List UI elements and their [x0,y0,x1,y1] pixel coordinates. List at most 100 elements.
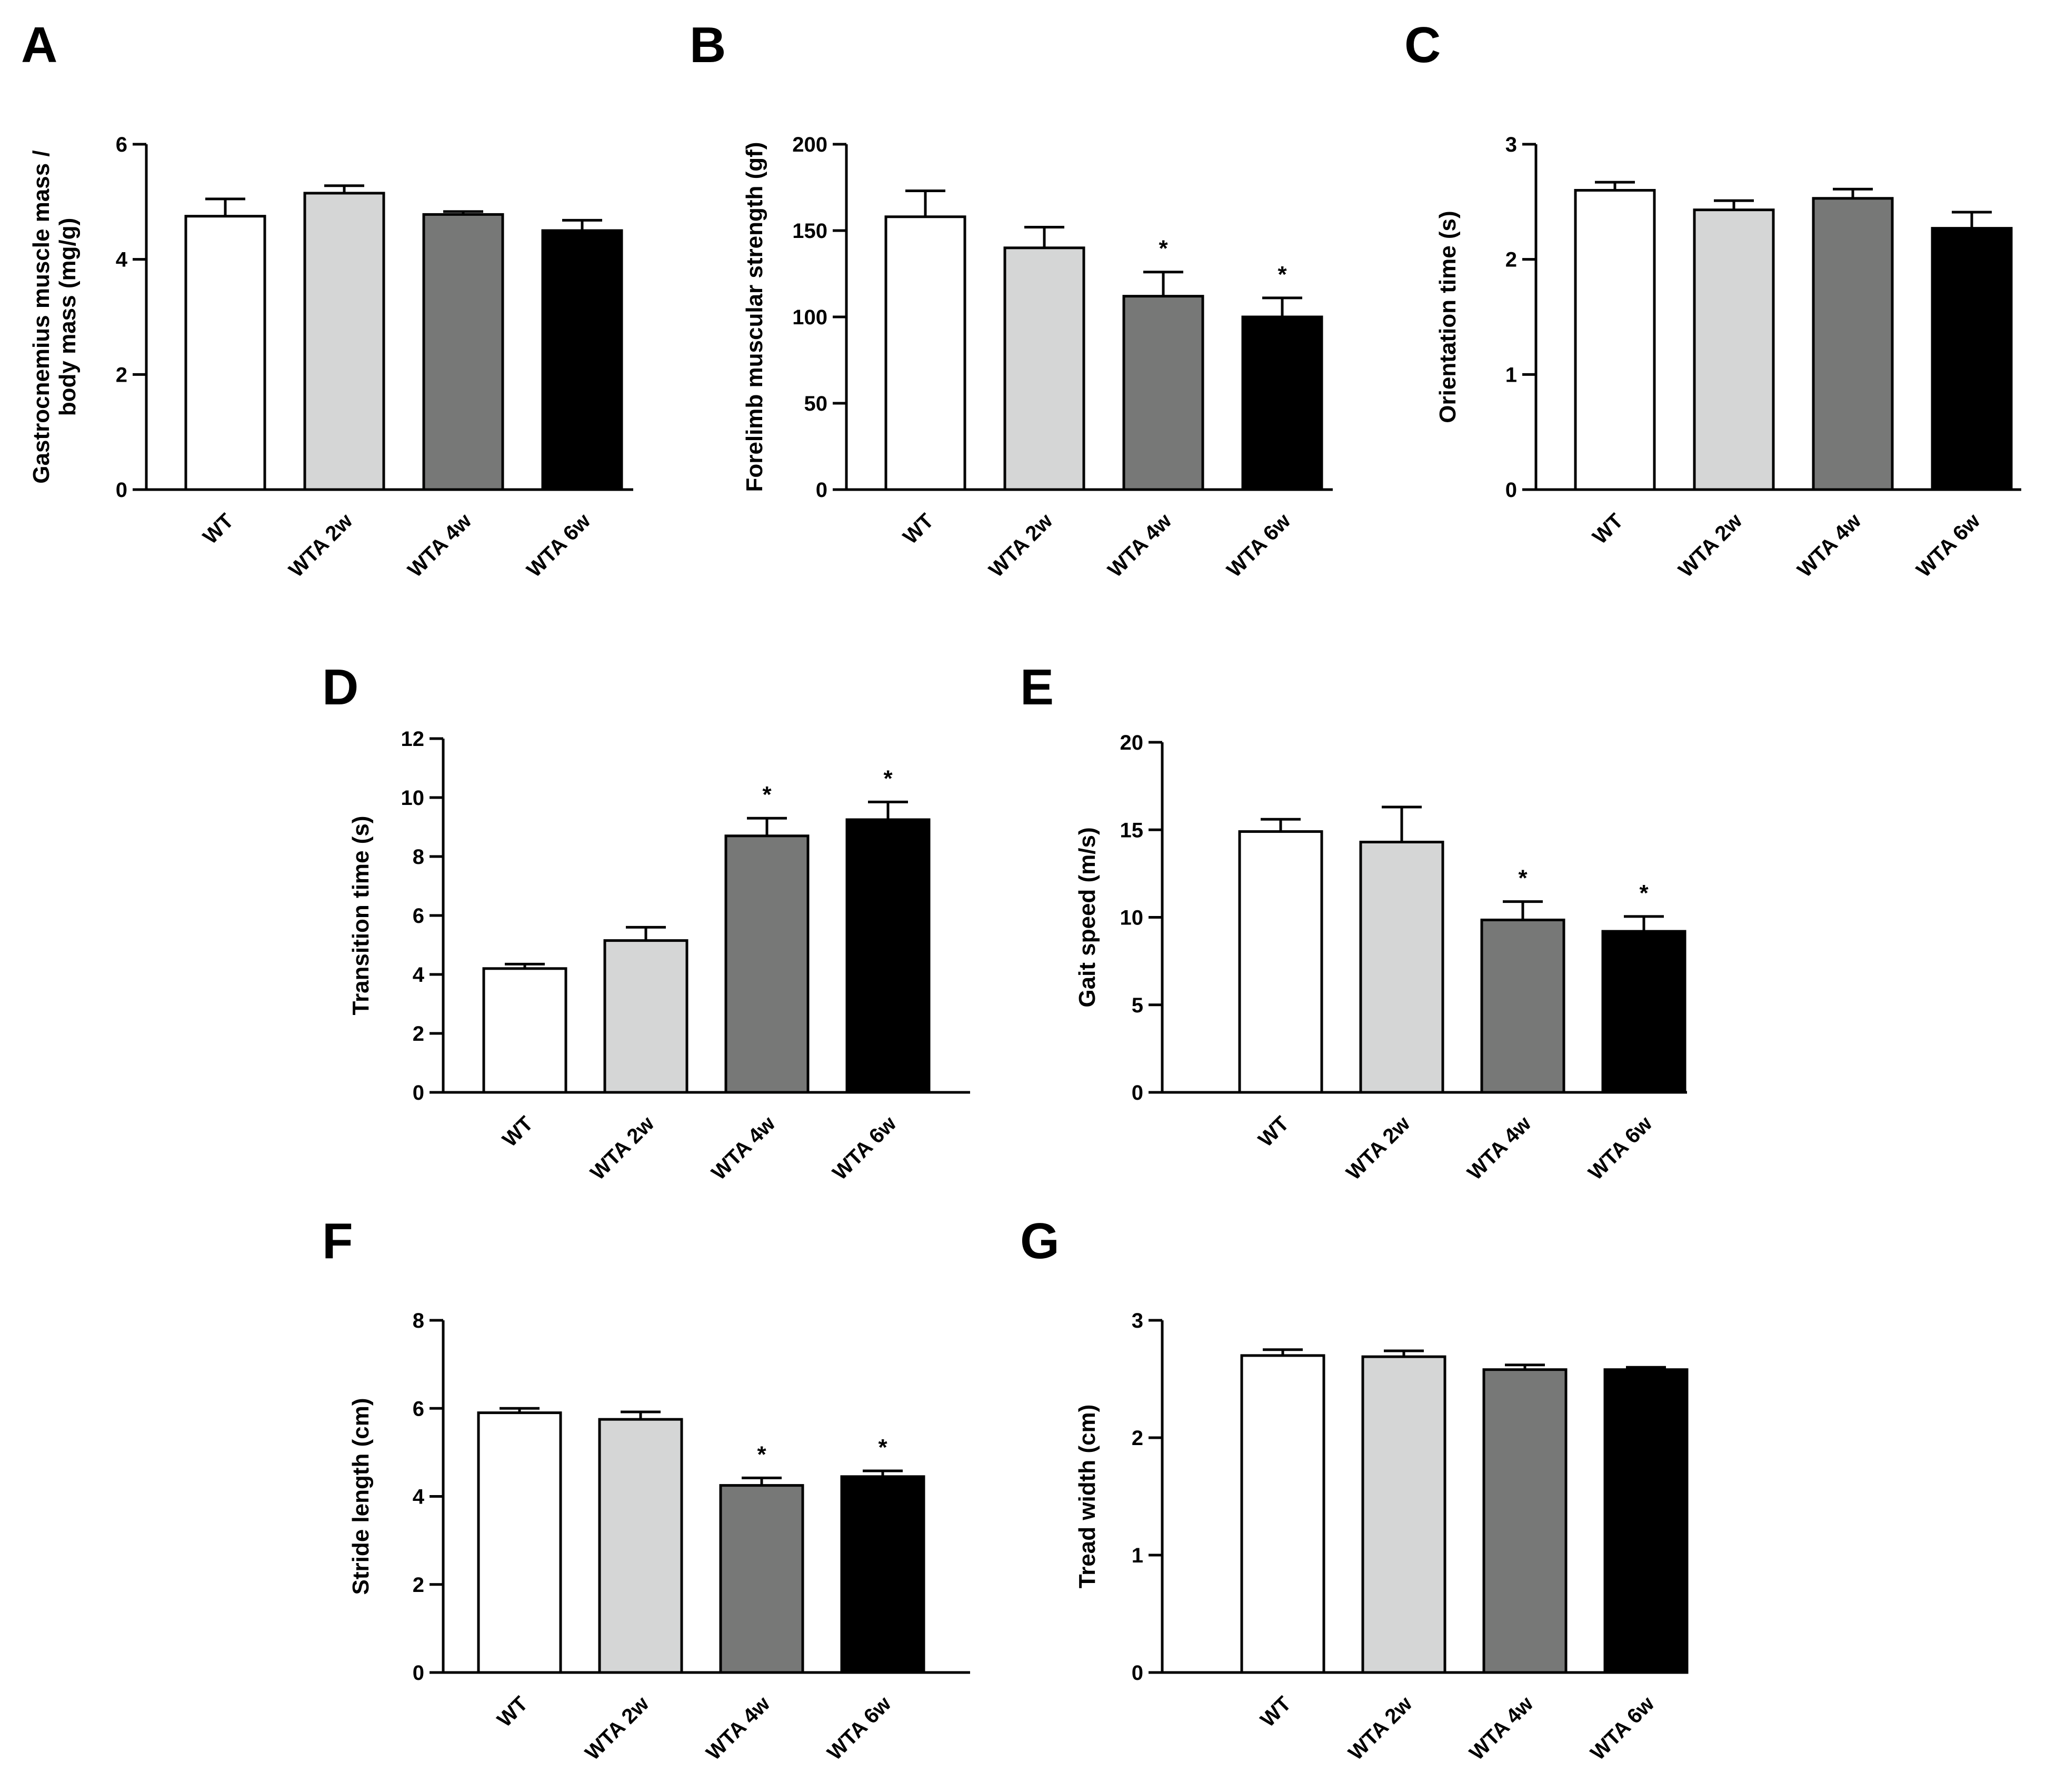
x-tick-label-d: WT [498,1112,537,1151]
bar-f-wta-2w [598,1418,683,1674]
bar-e-wta-6w [1601,930,1686,1094]
x-tick-label-f: WTA 6w [823,1692,896,1765]
panel-g: G 0 1 2 3 Tread width (cm) WT WTA 2w WTA 4w WTA 6… [1020,1213,1689,1765]
y-tick-label-a: 0 [116,479,127,502]
y-tick-label-c: 3 [1505,133,1517,156]
x-tick-label-b: WTA 4w [1103,509,1176,582]
panel-letter-e: E [1020,659,1054,715]
bar-d-wta-4w [724,834,810,1094]
y-tick-label-d: 8 [413,845,424,869]
y-tick-label-c: 1 [1505,363,1517,386]
bar-g-wta-6w [1603,1368,1689,1674]
y-tick-label-g: 3 [1132,1309,1143,1332]
y-tick-label-b: 0 [816,479,827,502]
x-tick-label-e: WTA 6w [1584,1112,1657,1185]
y-tick-label-e: 5 [1132,994,1143,1017]
y-tick-label-b: 50 [804,392,828,415]
y-axis-title-g: Tread width (cm) [1074,1405,1100,1589]
y-axis-title-b: Forelimb muscular strength (gf) [742,142,767,492]
y-tick-label-f: 4 [413,1486,425,1509]
panel-letter-d: D [322,659,358,715]
bar-b-wta-6w [1241,315,1323,491]
significance-mark-f: * [878,1435,887,1460]
y-tick-label-g: 0 [1132,1661,1143,1685]
bar-c-wt [1574,188,1656,491]
bar-a-wta-2w [303,192,385,491]
bar-d-wta-2w [603,939,688,1094]
x-tick-label-d: WTA 2w [586,1112,659,1185]
y-tick-label-f: 6 [413,1397,424,1420]
y-tick-label-f: 2 [413,1574,424,1597]
bar-b-wta-4w [1122,295,1204,491]
x-tick-label-f: WTA 2w [581,1692,654,1765]
significance-mark-f: * [757,1441,766,1467]
x-tick-label-d: WTA 4w [707,1112,780,1185]
panel-b: B 0 50 100 150 200 Forelimb muscular strength … [690,17,1333,582]
bar-f-wt [477,1411,562,1674]
y-tick-label-g: 2 [1132,1427,1143,1450]
bar-f-wta-4w [719,1484,804,1674]
bar-c-wta-2w [1693,208,1775,491]
y-tick-label-d: 4 [413,963,425,987]
y-axis-title-f: Stride length (cm) [348,1398,374,1595]
bar-g-wt [1240,1354,1325,1674]
y-tick-label-a: 4 [116,248,128,272]
x-tick-label-c: WTA 2w [1674,509,1747,582]
y-tick-label-f: 0 [413,1661,424,1685]
panel-f: F 0 2 4 6 8 Stride length (cm) WT WTA 2w WTA 4w * W… [322,1213,970,1765]
panel-a: A 0 2 4 6 Gastrocnemius muscle mass / body mas… [21,17,633,582]
y-tick-label-c: 0 [1505,479,1517,502]
y-tick-label-d: 10 [401,787,425,810]
x-tick-label-c: WTA 6w [1912,509,1985,582]
y-tick-label-f: 8 [413,1309,424,1332]
x-tick-label-e: WTA 4w [1463,1112,1536,1185]
y-tick-label-b: 150 [792,220,827,243]
bar-a-wt [184,215,266,491]
panel-letter-a: A [21,17,57,73]
bar-b-wt [884,215,966,491]
x-tick-label-b: WTA 6w [1222,509,1295,582]
x-tick-label-g: WT [1256,1692,1295,1731]
y-tick-label-e: 10 [1120,907,1144,930]
x-tick-label-a: WT [198,509,238,549]
y-tick-label-e: 20 [1120,731,1144,754]
x-tick-label-b: WT [899,509,938,549]
bar-a-wta-6w [541,229,623,491]
y-tick-label-a: 2 [116,363,127,386]
panel-letter-g: G [1020,1213,1060,1269]
x-tick-label-f: WTA 4w [702,1692,775,1765]
bar-e-wta-4w [1480,918,1565,1094]
bar-f-wta-6w [840,1475,925,1674]
panel-c: C 0 1 2 3 Orientation time (s) WT WTA 2w WTA 4w W… [1404,17,2021,582]
y-tick-label-b: 200 [792,133,827,156]
bar-e-wt [1238,830,1323,1094]
y-tick-label-e: 0 [1132,1081,1143,1104]
y-axis-title-e: Gait speed (m/s) [1074,827,1100,1007]
x-tick-label-g: WTA 2w [1344,1692,1417,1765]
significance-mark-e: * [1639,880,1649,906]
bar-g-wta-2w [1361,1355,1446,1674]
y-tick-label-e: 15 [1120,819,1144,842]
bar-d-wta-6w [845,818,931,1094]
y-axis-title-c: Orientation time (s) [1435,211,1461,423]
panel-letter-b: B [690,17,726,73]
x-tick-label-a: WTA 4w [403,509,476,582]
y-tick-label-d: 2 [413,1022,424,1046]
panel-e: E 0 5 10 15 20 Gait speed (m/s) WT WTA 2w WTA 4w *… [1020,659,1687,1184]
bar-d-wt [482,967,567,1094]
x-tick-label-b: WTA 2w [984,509,1057,582]
x-tick-label-g: WTA 4w [1465,1692,1538,1765]
significance-mark-d: * [883,765,893,791]
significance-mark-b: * [1277,262,1287,287]
x-tick-label-e: WT [1254,1112,1293,1151]
x-tick-label-e: WTA 2w [1342,1112,1415,1185]
y-axis-title-a: body mass (mg/g) [55,218,81,416]
bar-e-wta-2w [1359,841,1444,1094]
y-tick-label-d: 6 [413,904,424,928]
bar-a-wta-4w [422,213,504,491]
x-tick-label-g: WTA 6w [1586,1692,1659,1765]
y-tick-label-d: 0 [413,1081,424,1104]
significance-mark-e: * [1518,865,1528,891]
x-tick-label-c: WTA 4w [1793,509,1866,582]
